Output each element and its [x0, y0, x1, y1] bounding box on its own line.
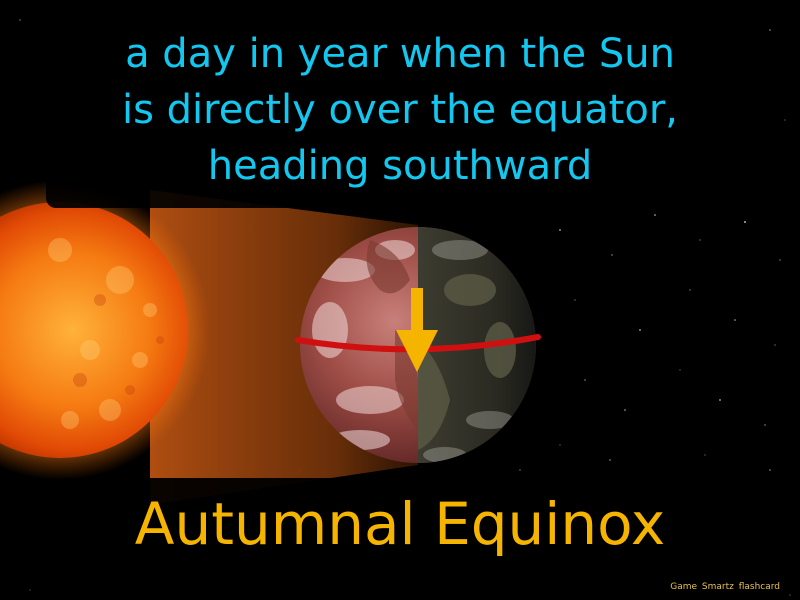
definition-panel: a day in year when the Sun is directly o… [46, 12, 754, 208]
definition-line-2: is directly over the equator, [122, 87, 678, 133]
southward-arrow-icon [396, 288, 438, 372]
term-title: Autumnal Equinox [134, 490, 666, 558]
definition-line-3: heading southward [207, 143, 593, 189]
definition-line-1: a day in year when the Sun [125, 31, 675, 77]
term-panel: Autumnal Equinox [58, 478, 742, 588]
credit-label: Game Smartz flashcard [670, 582, 780, 592]
sun-image [0, 180, 210, 480]
